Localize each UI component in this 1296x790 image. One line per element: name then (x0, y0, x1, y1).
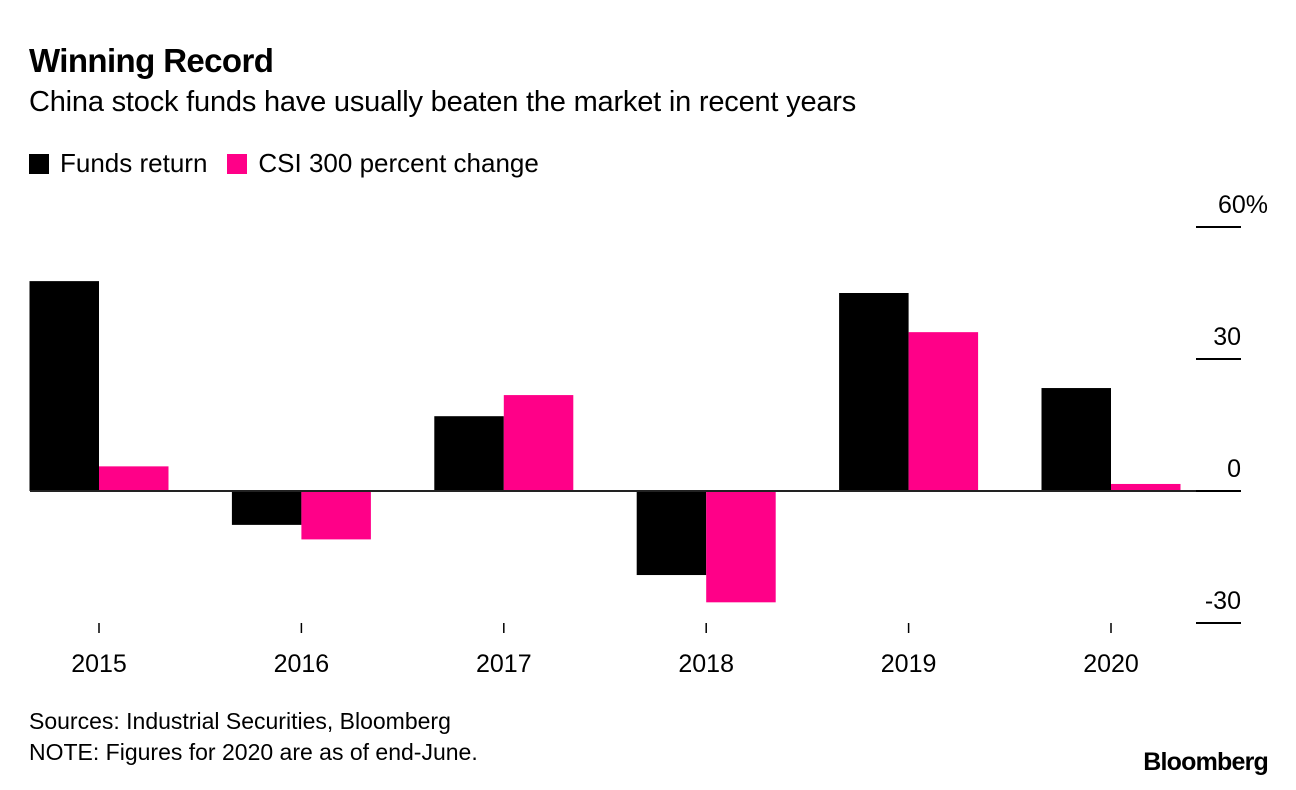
legend-item-funds-return: Funds return (29, 148, 207, 179)
legend-label-csi-300: CSI 300 percent change (258, 148, 539, 178)
bar-funds-return-2015 (29, 281, 99, 491)
legend-swatch-funds-return (29, 153, 49, 174)
bar-csi-300-2017 (503, 395, 574, 491)
source-note: Sources: Industrial Securities, Bloomber… (29, 708, 451, 734)
bar-csi-300-2019 (908, 332, 979, 491)
bar-funds-return-2017 (434, 416, 504, 491)
chart-subtitle: China stock funds have usually beaten th… (29, 86, 857, 118)
legend-item-csi-300: CSI 300 percent change (227, 148, 539, 179)
y-tick-label: 60% (1218, 191, 1268, 219)
legend-label-funds-return: Funds return (60, 148, 208, 178)
chart-title: Winning Record (29, 42, 274, 79)
bar-funds-return-2018 (636, 491, 707, 576)
bar-csi-300-2020 (1111, 483, 1181, 491)
x-tick-label-2020: 2020 (1083, 650, 1139, 678)
bar-csi-300-2016 (301, 491, 371, 540)
x-tick-label-2019: 2019 (881, 650, 937, 678)
y-axis: 60% 30 0 -30 (1196, 191, 1268, 624)
bar-funds-return-2016 (231, 491, 302, 525)
bar-csi-300-2018 (706, 491, 776, 603)
y-tick-label: 30 (1213, 323, 1241, 351)
bar-funds-return-2020 (1041, 388, 1111, 491)
x-tick-label-2017: 2017 (476, 650, 532, 678)
bars-group (29, 281, 1240, 603)
x-tick-label-2016: 2016 (274, 650, 330, 678)
bar-csi-300-2015 (99, 466, 169, 491)
bar-funds-return-2019 (839, 293, 909, 491)
legend-swatch-csi-300 (227, 153, 248, 174)
footnote: NOTE: Figures for 2020 are as of end-Jun… (29, 739, 478, 765)
x-tick-label-2015: 2015 (71, 650, 127, 678)
x-tick-label-2018: 2018 (678, 650, 734, 678)
y-tick-label: 0 (1227, 455, 1241, 483)
legend: Funds return CSI 300 percent change (29, 148, 559, 179)
y-tick-label: -30 (1205, 587, 1241, 615)
footer: Sources: Industrial Securities, Bloomber… (29, 706, 478, 768)
x-axis: 2015 2016 2017 2018 2019 2020 (71, 623, 1139, 678)
bloomberg-logo: Bloomberg (1143, 748, 1269, 776)
